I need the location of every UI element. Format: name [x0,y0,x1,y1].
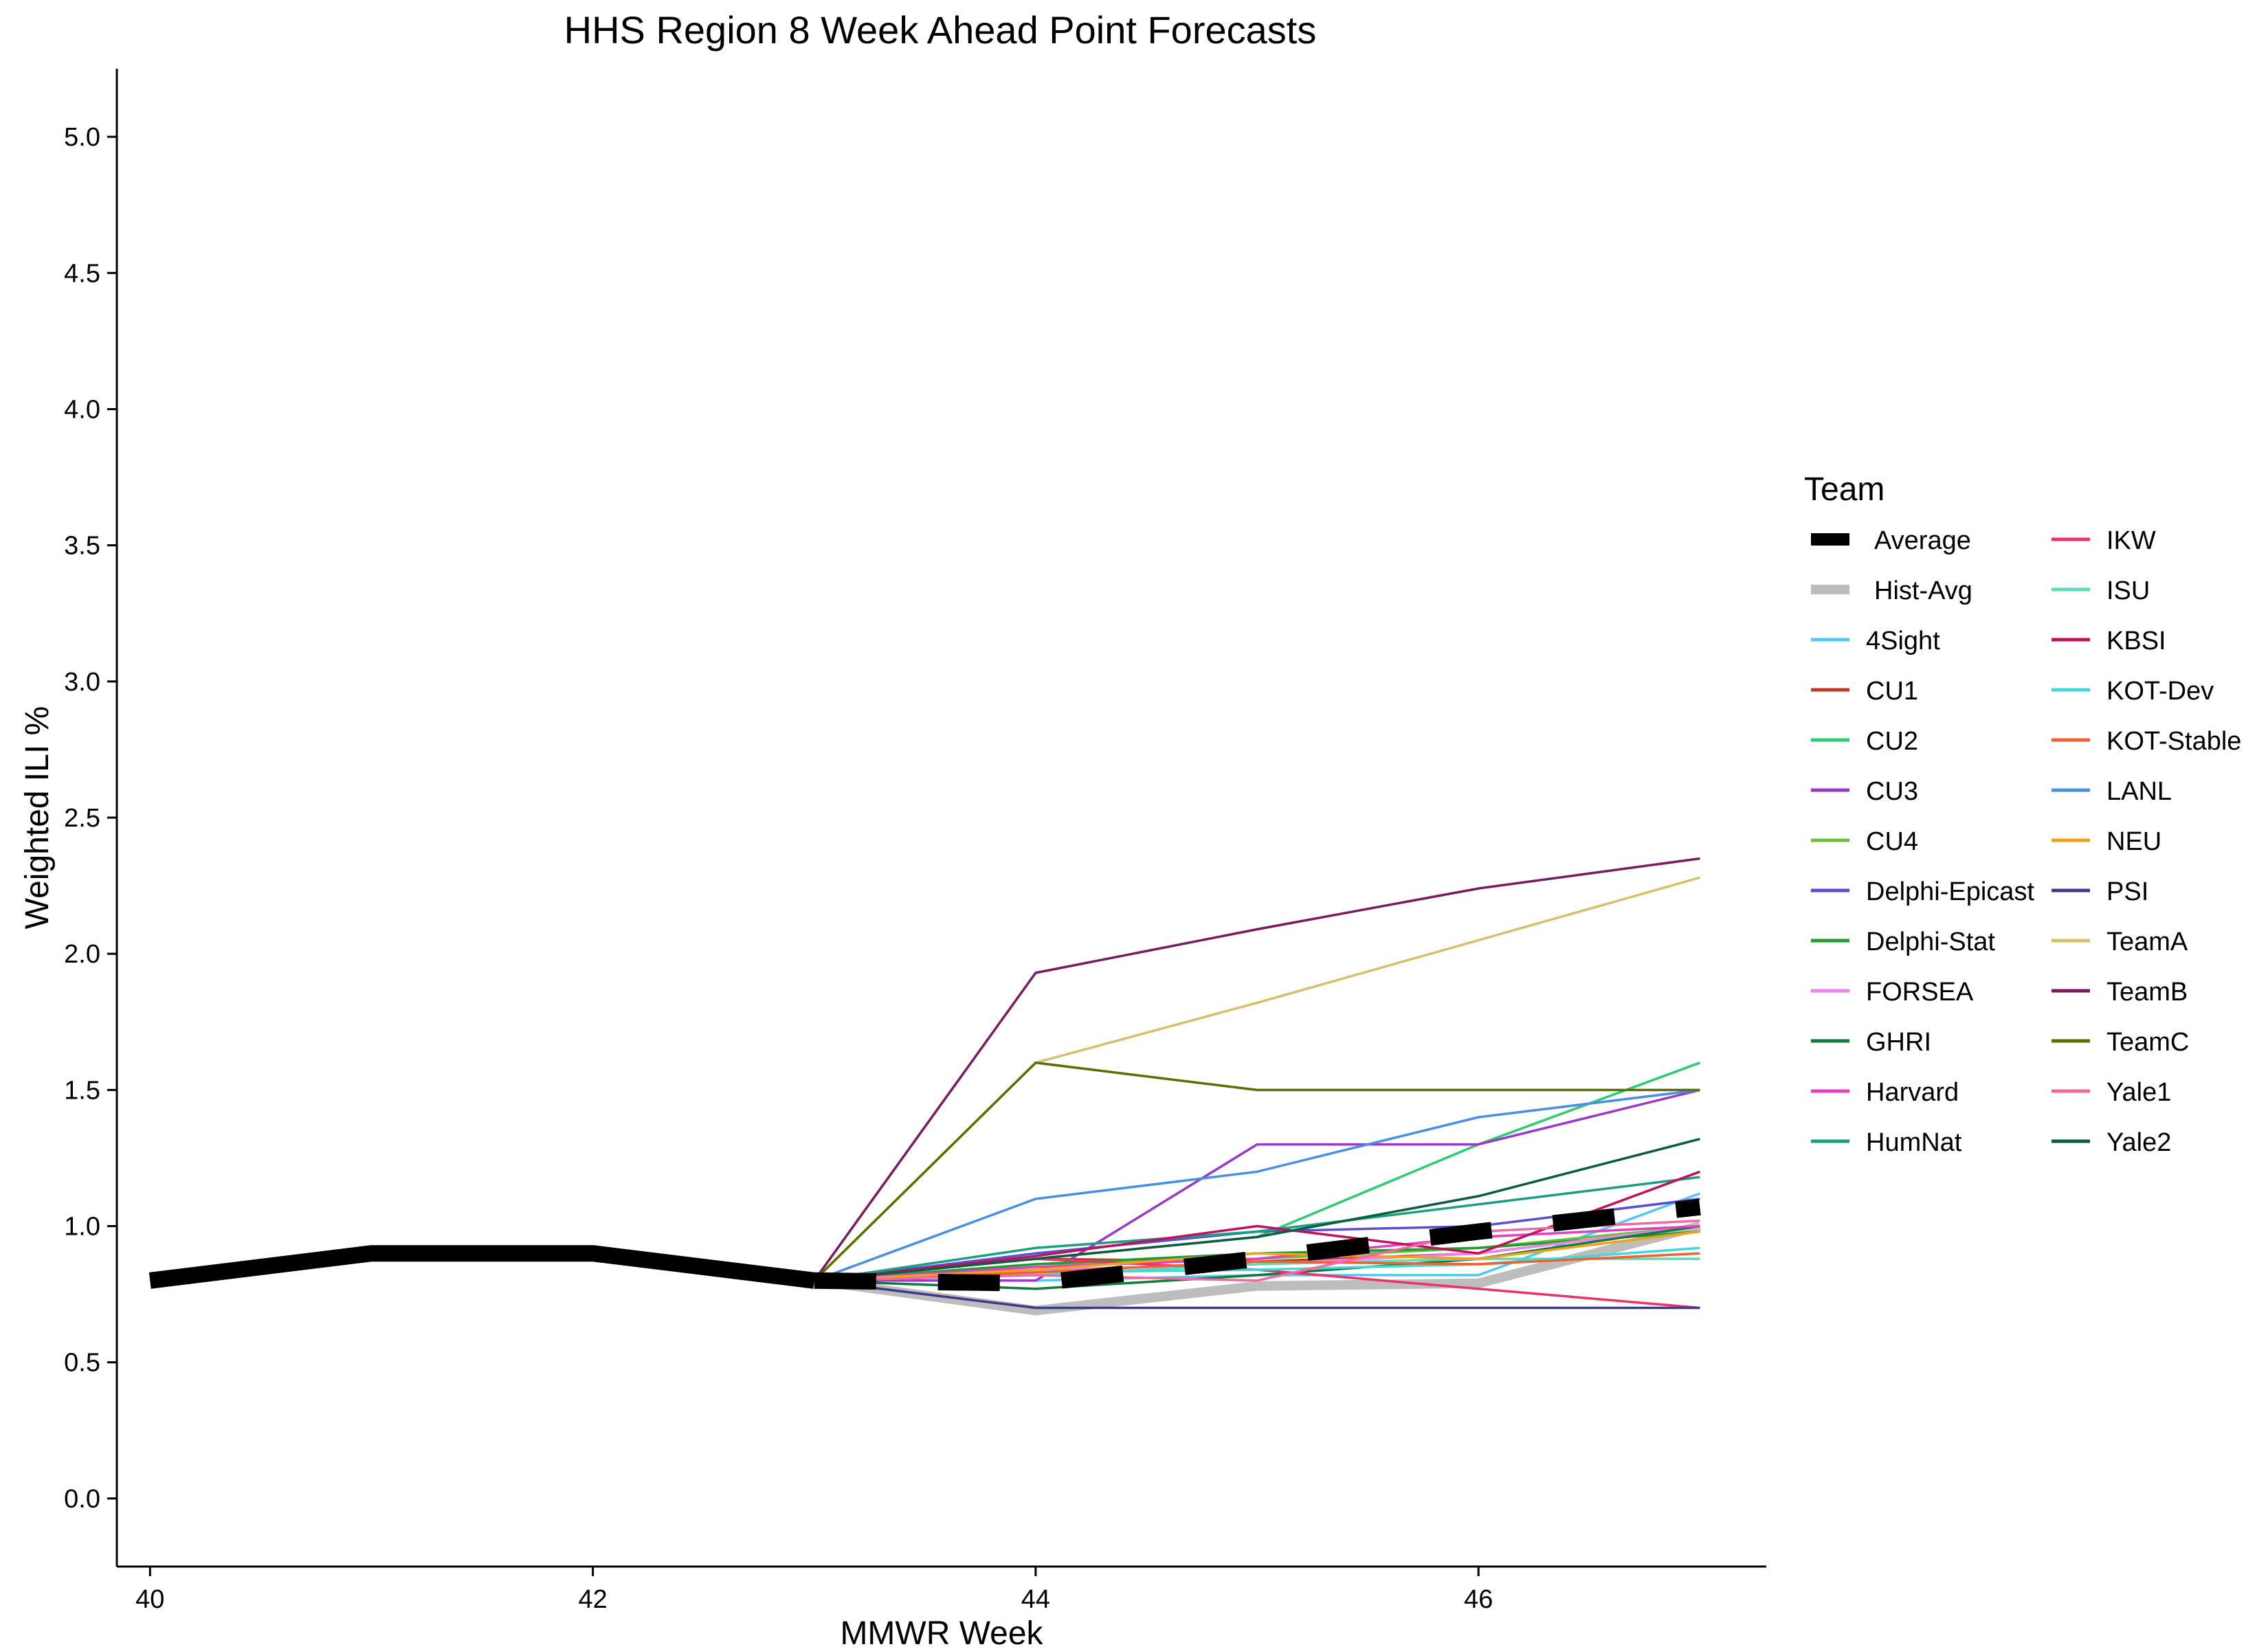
legend: Team Average Hist-Avg 4Sight CU1 CU2 CU3 CU4 De… [1804,471,2241,1157]
y-tick-label: 4.0 [64,395,100,424]
legend-label-average: Average [1874,526,1971,555]
series-line-harvard [814,1224,1700,1282]
legend-label-cu3: CU3 [1866,777,1918,806]
legend-label-ikw: IKW [2106,526,2156,555]
observed-line [148,1245,816,1289]
legend-label-ghri: GHRI [1866,1028,1931,1057]
series-line-psi [814,1279,1700,1310]
legend-label-neu: NEU [2106,827,2161,856]
legend-label-yale1: Yale1 [2106,1078,2171,1107]
y-tick-label: 1.0 [64,1213,100,1242]
series-line-teamc [813,1061,1700,1282]
legend-label-teamc: TeamC [2106,1028,2189,1057]
x-tick-label: 46 [1464,1585,1493,1614]
y-tick-label: 2.5 [64,804,100,833]
y-tick-label: 4.5 [64,259,100,288]
legend-label-cu4: CU4 [1866,827,1918,856]
x-tick-label: 42 [578,1585,607,1614]
series-line-neu [814,1230,1700,1282]
plot-area [148,857,1702,1316]
series-line-yale2 [814,1138,1700,1282]
x-axis-label: MMWR Week [840,1615,1043,1649]
y-tick-label: 0.0 [64,1485,100,1514]
series-line-kbsi [814,1170,1701,1282]
legend-label-delphi-epicast: Delphi-Epicast [1866,877,2034,906]
legend-label-yale2: Yale2 [2106,1128,2171,1157]
legend-label-delphi-stat: Delphi-Stat [1866,928,1995,956]
y-tick-label: 3.0 [64,668,100,697]
series-line-teamb [813,857,1700,1281]
y-tick-label: 0.5 [64,1349,100,1378]
legend-label-kbsi: KBSI [2106,627,2166,655]
y-tick-label: 5.0 [64,123,100,152]
legend-label-cu2: CU2 [1866,727,1918,756]
legend-label-teama: TeamA [2106,928,2188,956]
series-line-humnat [814,1176,1700,1282]
legend-label-humnat: HumNat [1866,1128,1962,1157]
y-axis-label: Weighted ILI % [19,706,56,930]
legend-label-forsea: FORSEA [1866,978,1974,1007]
legend-label-psi: PSI [2106,877,2148,906]
legend-label-cu1: CU1 [1866,677,1918,706]
x-axis: 40 42 44 46 [135,1567,1493,1614]
legend-label-teamb: TeamB [2106,978,2188,1007]
y-tick-label: 1.5 [64,1076,100,1105]
legend-label-4sight: 4Sight [1866,627,1940,655]
y-tick-label: 2.0 [64,940,100,969]
series-line-lanl [814,1088,1700,1282]
y-tick-label: 3.5 [64,532,100,561]
series-line-hist-avg [813,1221,1702,1316]
legend-label-hist-avg: Hist-Avg [1874,576,1972,605]
legend-label-harvard: Harvard [1866,1078,1959,1107]
legend-label-kot-dev: KOT-Dev [2106,677,2214,706]
series-line-cu3 [814,1088,1700,1282]
x-tick-label: 44 [1021,1585,1050,1614]
legend-label-lanl: LANL [2106,777,2172,806]
chart-title: HHS Region 8 Week Ahead Point Forecasts [564,8,1317,52]
series-line-average [814,1198,1701,1292]
y-axis: 0.0 0.5 1.0 1.5 2.0 2.5 3.0 3.5 4.0 4.5 5.0 [64,123,117,1514]
legend-label-kot-stable: KOT-Stable [2106,727,2241,756]
legend-label-isu: ISU [2106,576,2150,605]
legend-title: Team [1804,471,1885,508]
x-tick-label: 40 [135,1585,164,1614]
